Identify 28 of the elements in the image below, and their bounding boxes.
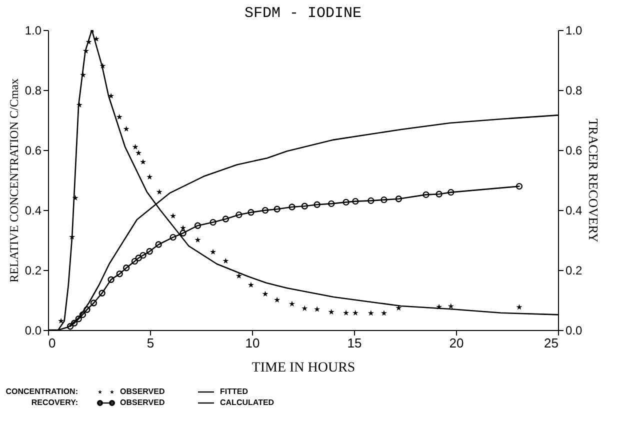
y-tick-label: 1.0 [24, 24, 42, 38]
y2-tick-label: 0.2 [566, 264, 583, 278]
y2-tick-label: 0.6 [566, 144, 583, 158]
y2-tick-label: 0.0 [566, 324, 583, 338]
x-tick-label: 10 [245, 336, 260, 350]
y-tick-label: 0.2 [24, 264, 42, 278]
y-tick-label: 0.4 [24, 204, 42, 218]
legend-label: OBSERVED [120, 398, 165, 407]
legend-label: OBSERVED [120, 387, 165, 396]
y-axis-title: RELATIVE CONCENTRATION C/Cmax [6, 78, 21, 282]
y2-tick-label: 0.4 [566, 204, 583, 218]
text: CONCENTRATION: [6, 387, 78, 396]
legend-label: CALCULATED [220, 398, 274, 407]
y2-tick-label: 0.8 [566, 84, 583, 98]
text: RECOVERY: [31, 398, 78, 407]
y2-axis-title: TRACER RECOVERY [586, 118, 602, 244]
x-tick-label: 20 [449, 336, 464, 350]
x-tick-label: 25 [544, 336, 558, 350]
x-tick-label: 0 [48, 336, 56, 350]
legend-label: FITTED [220, 387, 248, 396]
y-tick-label: 0.0 [24, 324, 42, 338]
chart-title: SFDM - IODINE [244, 5, 362, 22]
x-tick-label: 15 [347, 336, 362, 350]
y-tick-label: 0.8 [24, 84, 42, 98]
y-tick-label: 0.6 [24, 144, 42, 158]
x-tick-label: 5 [146, 336, 154, 350]
y2-tick-label: 1.0 [566, 24, 583, 38]
x-axis-title: TIME IN HOURS [252, 360, 356, 376]
